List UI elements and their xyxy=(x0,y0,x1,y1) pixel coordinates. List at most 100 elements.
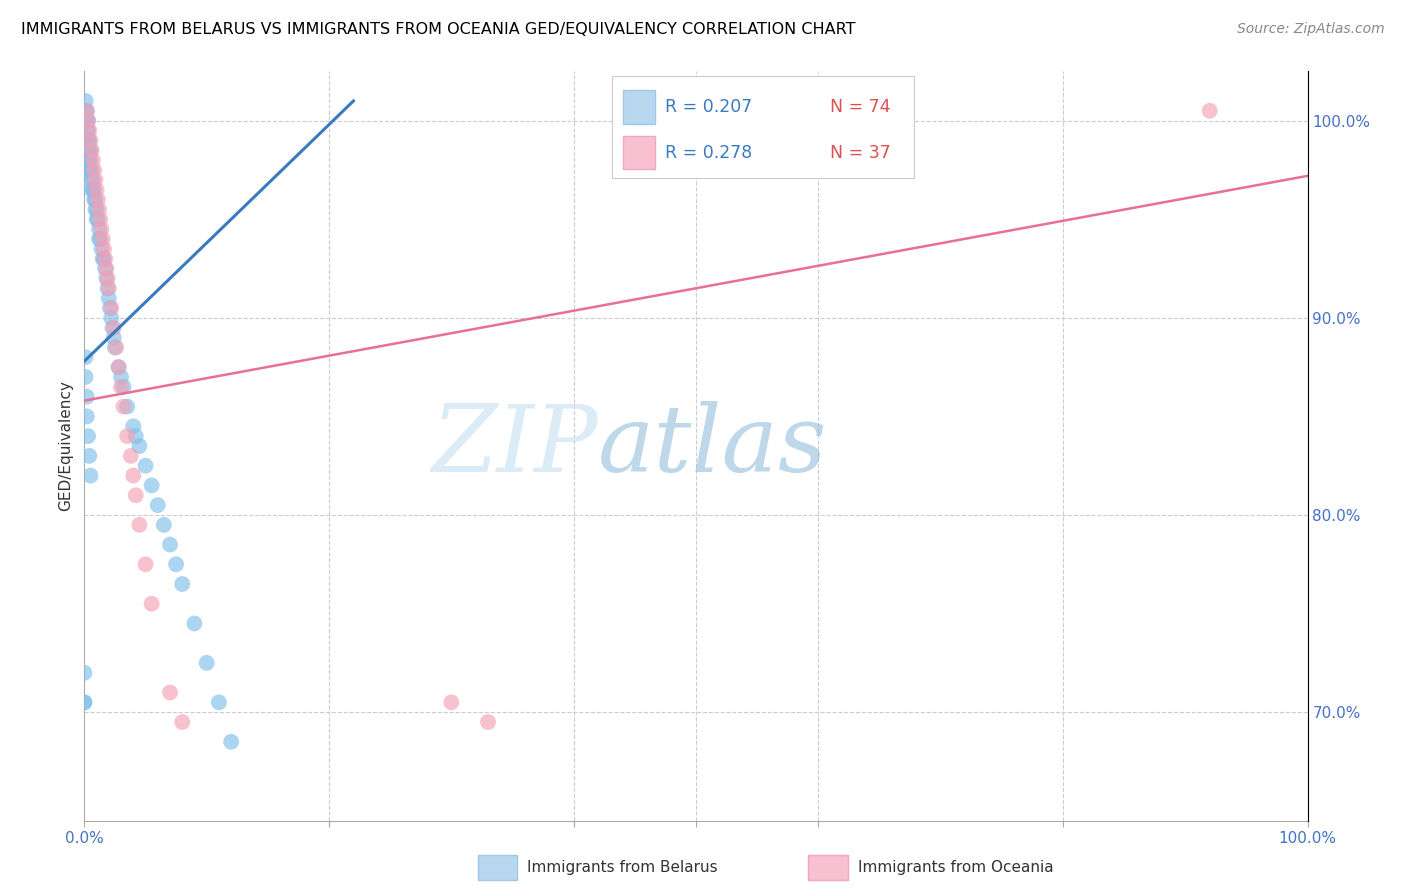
Point xyxy=(77,163,100,178)
Text: Immigrants from Belarus: Immigrants from Belarus xyxy=(527,860,718,874)
Point xyxy=(146,498,169,512)
Point xyxy=(80,143,103,157)
Point xyxy=(76,409,98,424)
Text: R = 0.278: R = 0.278 xyxy=(665,144,752,161)
Point xyxy=(82,183,104,197)
Point xyxy=(183,616,205,631)
Point xyxy=(83,163,105,178)
Point xyxy=(77,113,100,128)
Point xyxy=(80,163,103,178)
Point xyxy=(112,400,135,414)
Point xyxy=(141,597,163,611)
Point xyxy=(77,153,100,167)
Text: N = 37: N = 37 xyxy=(830,144,890,161)
Point xyxy=(73,695,96,709)
Point xyxy=(107,360,129,375)
Text: IMMIGRANTS FROM BELARUS VS IMMIGRANTS FROM OCEANIA GED/EQUIVALENCY CORRELATION C: IMMIGRANTS FROM BELARUS VS IMMIGRANTS FR… xyxy=(21,22,856,37)
Point xyxy=(135,558,157,572)
Point xyxy=(94,261,117,276)
Point xyxy=(79,468,101,483)
Point xyxy=(75,94,97,108)
Point xyxy=(103,330,125,344)
Point xyxy=(82,153,104,167)
Point xyxy=(73,695,96,709)
Point xyxy=(159,685,181,699)
Point xyxy=(125,488,148,502)
Point xyxy=(75,370,97,384)
Point xyxy=(135,458,157,473)
Point xyxy=(141,478,163,492)
Point xyxy=(94,252,117,266)
Point xyxy=(79,133,101,147)
Point xyxy=(80,183,103,197)
Point xyxy=(90,222,112,236)
Point xyxy=(87,193,110,207)
Text: N = 74: N = 74 xyxy=(830,98,890,116)
Point xyxy=(77,449,100,463)
Point xyxy=(195,656,218,670)
Point xyxy=(87,232,110,246)
Point xyxy=(120,449,142,463)
Point xyxy=(86,183,108,197)
Point xyxy=(84,173,107,187)
Point xyxy=(440,695,463,709)
Point xyxy=(80,173,103,187)
Point xyxy=(96,271,118,285)
Point xyxy=(77,123,100,137)
Point xyxy=(73,665,96,680)
Text: atlas: atlas xyxy=(598,401,828,491)
Point xyxy=(97,271,120,285)
Point xyxy=(77,143,100,157)
Point xyxy=(96,261,118,276)
Point xyxy=(83,193,105,207)
Point xyxy=(128,517,150,532)
Point xyxy=(76,113,98,128)
Point xyxy=(84,193,107,207)
Point xyxy=(86,202,108,217)
Point xyxy=(125,429,148,443)
Point xyxy=(77,153,100,167)
Point xyxy=(128,439,150,453)
Point xyxy=(77,429,100,443)
Point xyxy=(76,390,98,404)
Point xyxy=(115,400,138,414)
Point xyxy=(75,351,97,365)
Point xyxy=(86,212,108,227)
Point xyxy=(87,222,110,236)
Point xyxy=(103,320,125,334)
Point xyxy=(165,558,187,572)
Point xyxy=(76,103,98,118)
Point xyxy=(91,252,114,266)
Point xyxy=(115,429,138,443)
Text: Source: ZipAtlas.com: Source: ZipAtlas.com xyxy=(1237,22,1385,37)
Point xyxy=(89,212,111,227)
Point xyxy=(477,714,499,729)
Point xyxy=(97,281,120,295)
Point xyxy=(98,301,121,315)
Point xyxy=(90,242,112,256)
Text: R = 0.207: R = 0.207 xyxy=(665,98,752,116)
Point xyxy=(100,310,122,325)
Point xyxy=(153,517,176,532)
Point xyxy=(159,538,181,552)
Point xyxy=(87,202,110,217)
Point xyxy=(1198,103,1220,118)
Point xyxy=(104,340,127,354)
Text: ZIP: ZIP xyxy=(432,401,598,491)
Point xyxy=(208,695,231,709)
Point xyxy=(77,123,100,137)
Y-axis label: GED/Equivalency: GED/Equivalency xyxy=(58,381,73,511)
Point xyxy=(219,735,242,749)
Point xyxy=(76,103,98,118)
Point xyxy=(89,232,111,246)
Point xyxy=(79,163,101,178)
Point xyxy=(112,380,135,394)
Point xyxy=(76,133,98,147)
Point xyxy=(83,183,105,197)
Point xyxy=(122,419,145,434)
Point xyxy=(93,252,115,266)
Point xyxy=(110,370,132,384)
Point xyxy=(172,577,194,591)
Point xyxy=(77,133,100,147)
Point xyxy=(82,173,104,187)
